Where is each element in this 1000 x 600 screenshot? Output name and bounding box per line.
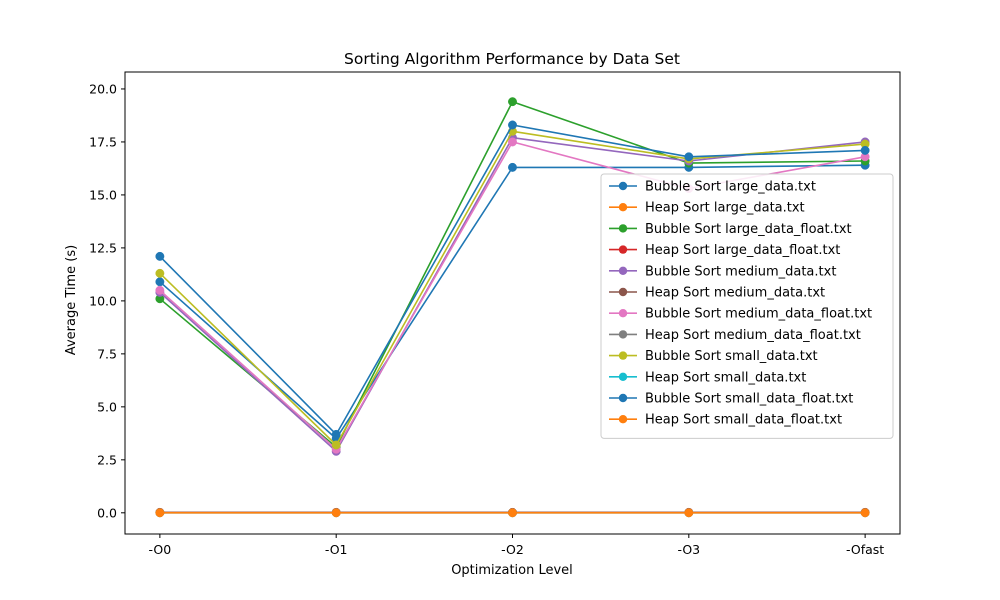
legend-marker — [618, 224, 628, 233]
legend-label: Bubble Sort large_data_float.txt — [645, 222, 852, 237]
y-tick-label: 20.0 — [89, 81, 117, 96]
legend-marker — [618, 203, 628, 212]
legend-label: Bubble Sort large_data.txt — [645, 180, 816, 195]
data-point — [684, 152, 694, 162]
legend-label: Heap Sort large_data.txt — [645, 201, 805, 216]
data-point — [860, 508, 870, 518]
legend-item: Heap Sort medium_data.txt — [609, 286, 825, 301]
legend-label: Bubble Sort medium_data.txt — [645, 264, 836, 279]
series-11 — [155, 120, 870, 439]
legend-item: Bubble Sort small_data_float.txt — [609, 392, 853, 407]
legend-label: Bubble Sort small_data_float.txt — [645, 392, 853, 407]
data-point — [508, 162, 517, 172]
data-point — [155, 285, 165, 295]
legend-box — [600, 173, 894, 439]
legend-marker — [618, 181, 628, 191]
data-point — [331, 440, 341, 450]
legend-marker — [618, 393, 628, 403]
y-tick-label: 15.0 — [89, 187, 117, 202]
y-tick-label: 5.0 — [97, 399, 117, 414]
legend-item: Bubble Sort large_data.txt — [609, 180, 816, 195]
data-point — [155, 251, 165, 261]
legend-marker — [618, 287, 628, 297]
data-point — [508, 120, 517, 130]
y-tick-label: 2.5 — [97, 452, 117, 467]
x-tick-label: -O2 — [501, 542, 524, 557]
legend-marker — [618, 415, 628, 424]
legend-item: Heap Sort large_data.txt — [609, 201, 805, 216]
legend-item: Bubble Sort large_data_float.txt — [609, 222, 852, 237]
legend-marker — [618, 309, 628, 318]
data-point — [155, 268, 165, 278]
legend-item: Bubble Sort medium_data_float.txt — [609, 307, 872, 322]
data-point — [155, 277, 165, 287]
y-tick-label: 10.0 — [89, 293, 117, 308]
series-12 — [155, 508, 870, 518]
legend-item: Bubble Sort small_data.txt — [609, 349, 818, 364]
x-tick-label: -O0 — [149, 542, 172, 557]
data-point — [155, 508, 165, 518]
x-tick-label: -Ofast — [846, 542, 884, 557]
x-tick-label: -O3 — [677, 542, 700, 557]
y-tick-label: 7.5 — [97, 346, 117, 361]
y-tick-label: 17.5 — [89, 134, 117, 149]
data-point — [508, 137, 517, 147]
data-point — [331, 429, 341, 439]
legend-label: Bubble Sort small_data.txt — [645, 349, 818, 364]
legend-marker — [618, 351, 628, 360]
data-point — [508, 508, 517, 518]
legend-label: Bubble Sort medium_data_float.txt — [645, 307, 872, 322]
legend: Bubble Sort large_data.txt Heap Sort larg… — [600, 173, 894, 439]
legend-marker — [618, 266, 628, 275]
legend-marker — [618, 372, 628, 381]
legend-item: Heap Sort small_data_float.txt — [609, 413, 842, 428]
y-tick-label: 12.5 — [89, 240, 117, 255]
legend-label: Heap Sort large_data_float.txt — [645, 243, 840, 258]
legend-label: Heap Sort medium_data_float.txt — [645, 328, 861, 343]
data-point — [508, 97, 517, 107]
data-point — [331, 508, 341, 518]
y-tick-label: 0.0 — [97, 505, 117, 520]
chart-title: Sorting Algorithm Performance by Data Se… — [344, 50, 680, 68]
data-point — [860, 145, 870, 155]
legend-marker — [618, 330, 628, 339]
data-point — [684, 508, 694, 518]
legend-label: Heap Sort medium_data.txt — [645, 286, 825, 301]
legend-label: Heap Sort small_data.txt — [645, 370, 806, 385]
y-axis-label: Average Time (s) — [64, 245, 79, 355]
legend-item: Heap Sort small_data.txt — [609, 370, 806, 385]
x-axis-label: Optimization Level — [451, 563, 573, 578]
legend-marker — [618, 245, 628, 254]
legend-item: Bubble Sort medium_data.txt — [609, 264, 836, 279]
legend-item: Heap Sort large_data_float.txt — [609, 243, 840, 258]
legend-label: Heap Sort small_data_float.txt — [645, 413, 842, 428]
x-tick-label: -O1 — [325, 542, 348, 557]
legend-item: Heap Sort medium_data_float.txt — [609, 328, 861, 343]
